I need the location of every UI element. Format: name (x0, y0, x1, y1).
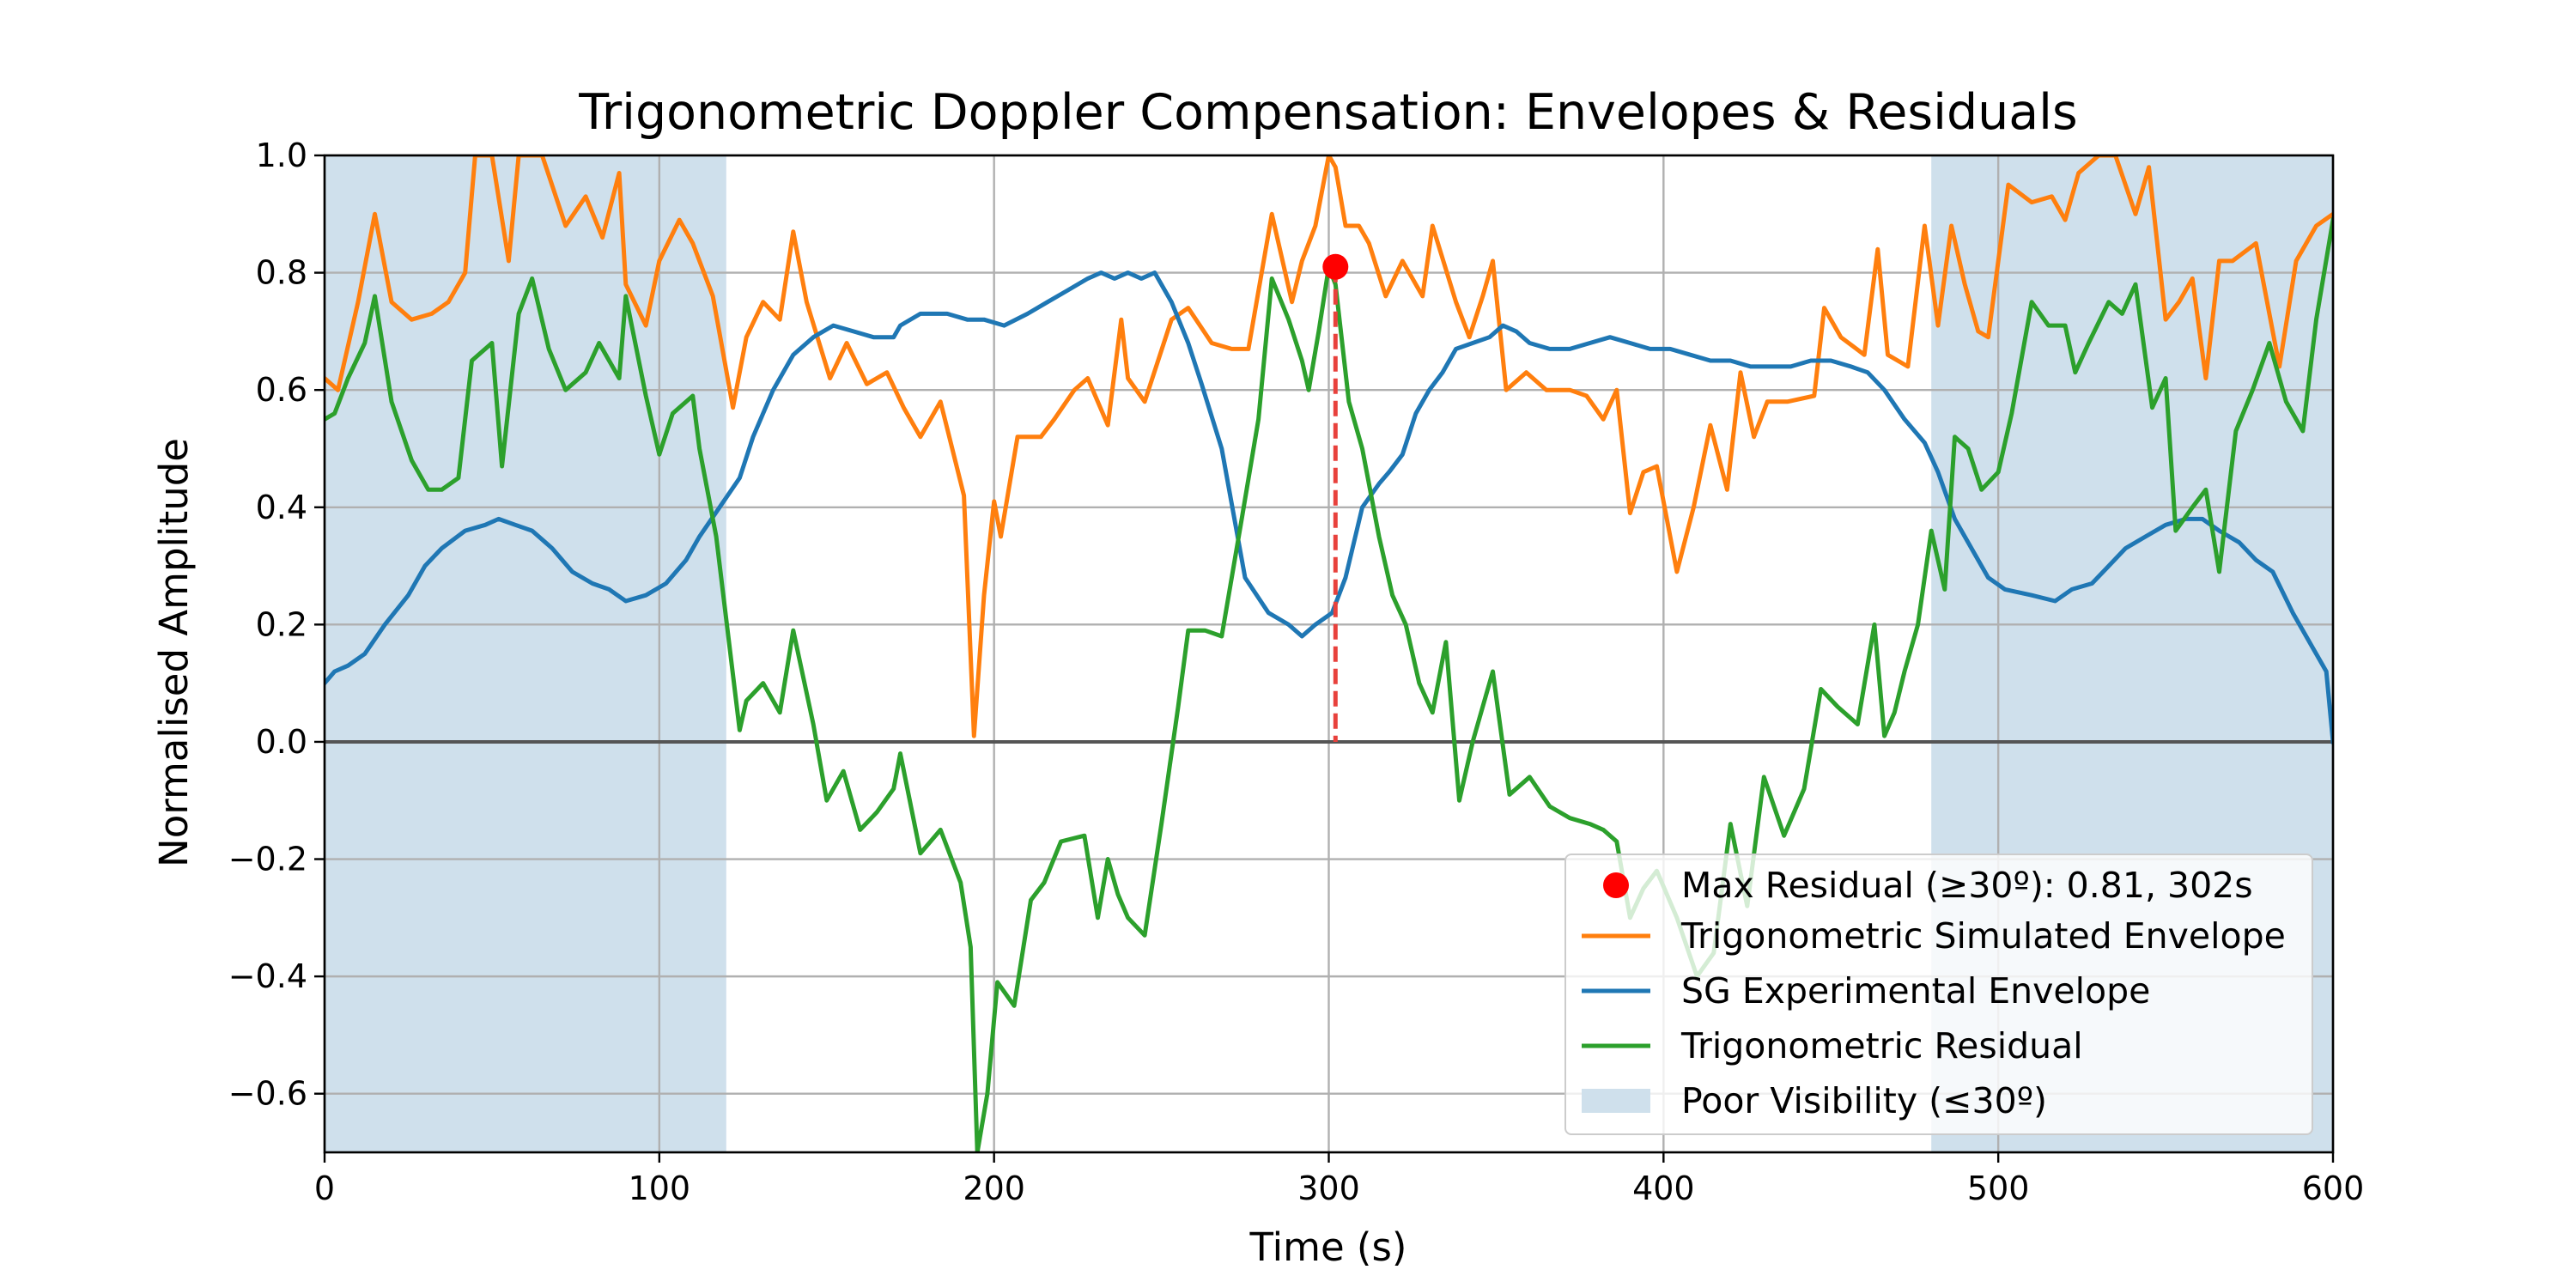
legend-visibility-swatch (1582, 1089, 1650, 1113)
x-tick-label: 500 (1967, 1170, 2030, 1207)
legend-visibility-label: Poor Visibility (≤30º) (1681, 1080, 2047, 1121)
x-tick-label: 400 (1632, 1170, 1695, 1207)
y-tick-label: −0.2 (228, 841, 307, 878)
y-tick-label: 0.4 (256, 489, 307, 526)
y-axis-label: Normalised Amplitude (151, 438, 197, 867)
legend-experimental-label: SG Experimental Envelope (1681, 970, 2150, 1012)
x-tick-label: 200 (963, 1170, 1025, 1207)
legend: Max Residual (≥30º): 0.81, 302s Trigonom… (1564, 854, 2313, 1135)
poor-visibility-region (325, 155, 726, 1152)
legend-marker-swatch (1603, 872, 1629, 898)
experimental-envelope-line (325, 270, 2333, 744)
x-axis-label: Time (s) (1249, 1224, 1407, 1270)
series-group (325, 155, 2333, 1152)
legend-frame (1564, 854, 2313, 1135)
x-tick-label: 600 (2302, 1170, 2365, 1207)
y-tick-label: 0.8 (256, 254, 307, 292)
y-tick-label: 0.0 (256, 723, 307, 761)
plot-area: 0 100 200 300 400 500 600 −0.6 −0.4 −0.2 0.0 0.2 0.4… (228, 137, 2365, 1207)
x-tick-label: 300 (1297, 1170, 1360, 1207)
legend-residual-label: Trigonometric Residual (1680, 1025, 2083, 1066)
legend-marker-label: Max Residual (≥30º): 0.81, 302s (1681, 865, 2253, 906)
x-tick-label: 0 (314, 1170, 335, 1207)
simulated-envelope-line (325, 155, 2333, 738)
y-tick-label: 0.6 (256, 371, 307, 409)
chart-title: Trigonometric Doppler Compensation: Enve… (578, 84, 2077, 141)
x-tick-label: 100 (629, 1170, 691, 1207)
max-residual-marker (1322, 253, 1349, 280)
y-tick-label: −0.4 (228, 957, 307, 995)
y-tick-label: 0.2 (256, 605, 307, 643)
residual-line (325, 217, 2333, 1152)
y-tick-label: −0.6 (228, 1075, 307, 1113)
legend-simulated-label: Trigonometric Simulated Envelope (1680, 915, 2286, 957)
y-tick-label: 1.0 (256, 137, 307, 174)
